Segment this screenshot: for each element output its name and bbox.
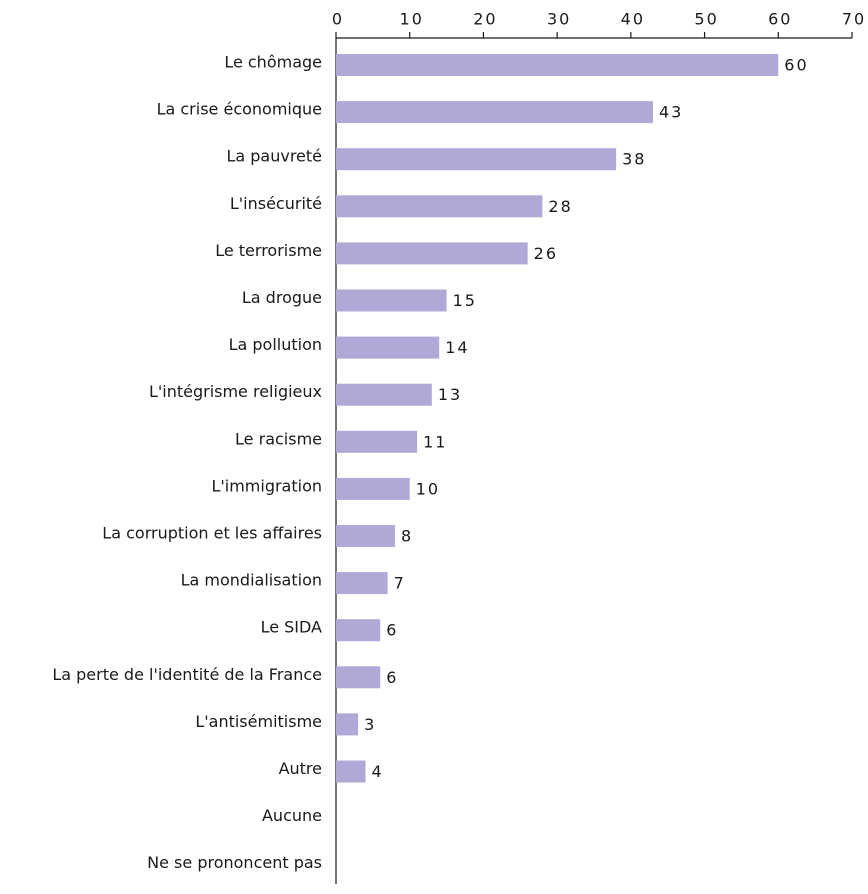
y-tick-label: La crise économique xyxy=(157,100,322,119)
y-tick-label: Le SIDA xyxy=(261,618,322,637)
bar xyxy=(336,477,410,500)
value-label: 60 xyxy=(784,56,808,75)
value-label: 13 xyxy=(438,385,462,404)
x-tick-label: 0 xyxy=(332,10,344,29)
bar xyxy=(336,525,395,547)
x-tick-label: 70 xyxy=(842,10,866,29)
y-tick-label: La drogue xyxy=(242,288,322,307)
x-tick-label: 20 xyxy=(473,10,497,29)
y-tick-label: L'antisémitisme xyxy=(195,712,322,731)
value-label: 10 xyxy=(416,479,440,498)
value-label: 38 xyxy=(622,150,646,169)
value-label: 14 xyxy=(445,338,469,357)
bar xyxy=(336,713,359,736)
y-tick-label: Le chômage xyxy=(224,53,322,72)
bar xyxy=(336,760,366,783)
bar xyxy=(336,572,388,595)
bar xyxy=(336,101,653,124)
y-tick-label: La pollution xyxy=(229,335,322,354)
bar xyxy=(336,336,440,359)
y-tick-label: L'insécurité xyxy=(230,194,322,213)
value-label: 7 xyxy=(394,574,406,593)
y-tick-label: La mondialisation xyxy=(181,571,322,590)
y-tick-label: La perte de l'identité de la France xyxy=(52,665,322,684)
value-label: 26 xyxy=(534,244,558,263)
y-tick-label: Autre xyxy=(279,759,322,778)
x-tick-label: 40 xyxy=(621,10,645,29)
y-tick-label: L'immigration xyxy=(211,476,322,495)
value-label: 6 xyxy=(386,668,398,687)
y-tick-label: La pauvreté xyxy=(226,147,322,166)
y-tick-label: La corruption et les affaires xyxy=(102,524,322,543)
value-label: 8 xyxy=(401,527,413,546)
y-tick-label: Le racisme xyxy=(235,429,322,448)
value-label: 3 xyxy=(364,715,376,734)
x-tick-label: 10 xyxy=(400,10,424,29)
bar xyxy=(336,430,418,453)
x-tick-label: 50 xyxy=(694,10,718,29)
bar xyxy=(336,195,543,218)
y-tick-label: L'intégrisme religieux xyxy=(149,382,322,401)
bar xyxy=(336,383,432,406)
bar xyxy=(336,54,779,76)
bar xyxy=(336,666,381,689)
bar xyxy=(336,619,381,642)
bar xyxy=(336,148,617,171)
y-tick-label: Le terrorisme xyxy=(215,241,322,260)
y-tick-label: Aucune xyxy=(262,806,322,825)
value-label: 11 xyxy=(423,432,447,451)
value-label: 28 xyxy=(548,197,572,216)
x-tick-label: 30 xyxy=(547,10,571,29)
value-label: 15 xyxy=(453,291,477,310)
value-label: 43 xyxy=(659,103,683,122)
x-tick-label: 60 xyxy=(768,10,792,29)
value-label: 4 xyxy=(371,762,383,781)
bar xyxy=(336,242,528,265)
value-label: 6 xyxy=(386,621,398,640)
bar xyxy=(336,289,447,312)
y-tick-label: Ne se prononcent pas xyxy=(147,853,322,872)
